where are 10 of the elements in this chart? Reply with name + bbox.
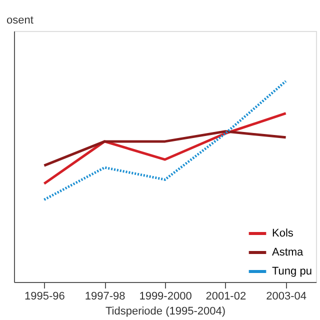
x-tick-label: 1995-96 (24, 290, 65, 302)
x-axis-title: Tidsperiode (1995-2004) (105, 306, 226, 318)
x-tick-label: 1999-2000 (139, 290, 192, 302)
x-tick-label: 2001-02 (206, 290, 246, 302)
x-tick-label: 1997-98 (84, 290, 126, 302)
legend-label: Kols (272, 228, 294, 240)
legend-label: Astma (272, 246, 304, 258)
x-tick-label: 2003-04 (266, 290, 306, 302)
legend-label: Tung pu (272, 266, 312, 278)
y-axis-title: osent (6, 14, 34, 26)
